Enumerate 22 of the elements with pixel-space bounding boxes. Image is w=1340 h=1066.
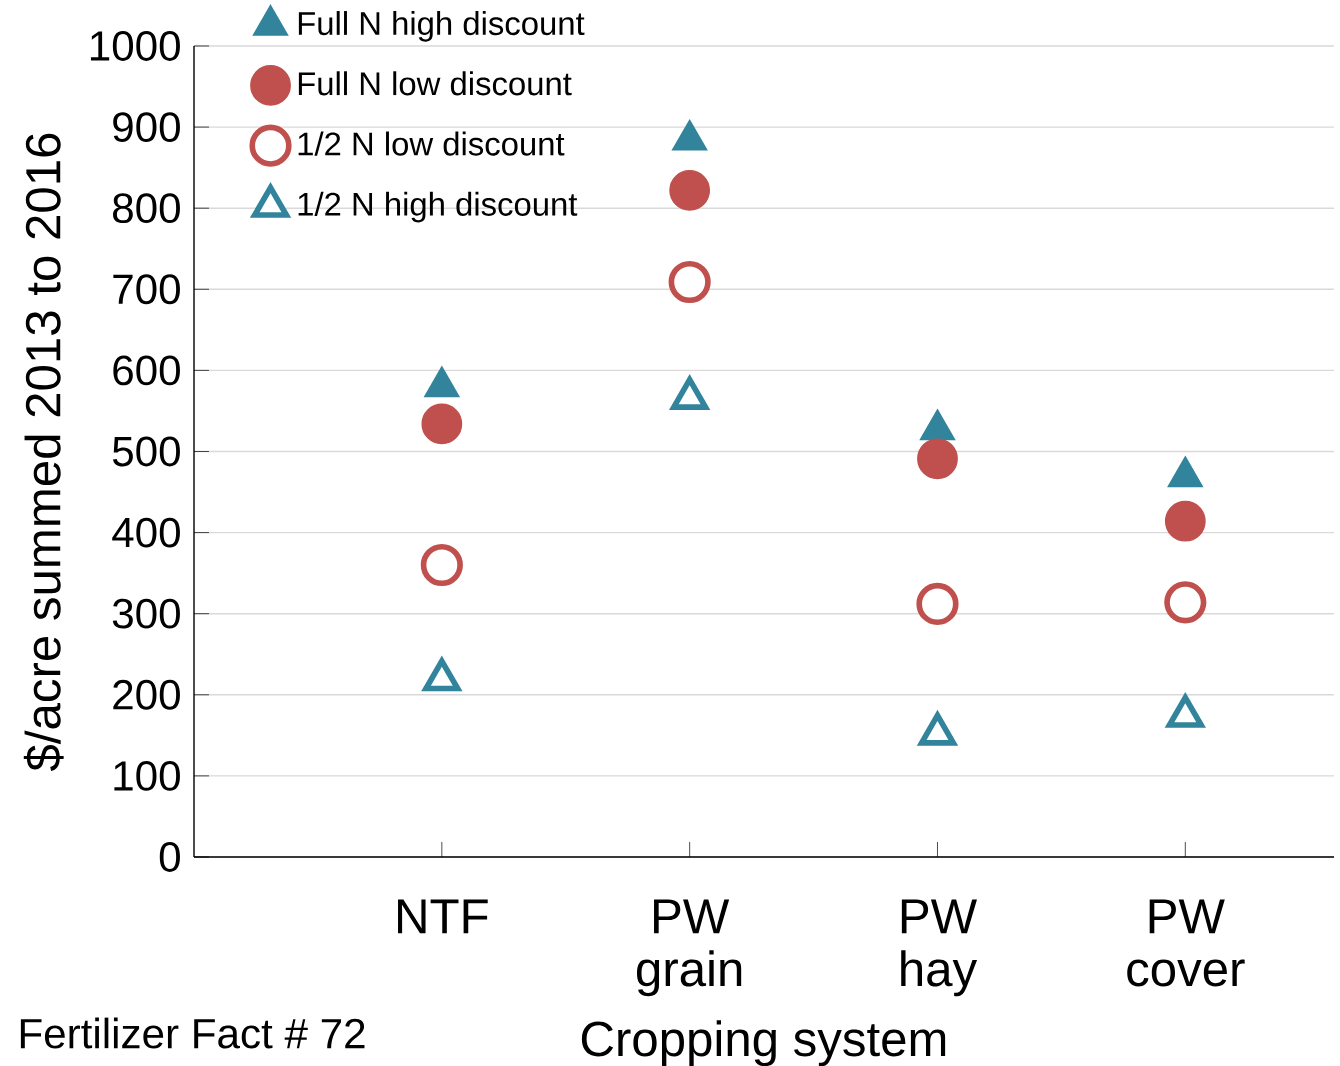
- x-tick-label: PW hay: [901, 899, 978, 997]
- y-tick-label: 400: [112, 517, 180, 548]
- y-tick-label: 700: [113, 274, 180, 305]
- x-axis-title: Cropping system: [581, 1020, 946, 1066]
- y-tick-label: 900: [113, 112, 180, 142]
- y-tick-label: 500: [112, 436, 180, 467]
- legend-label: 1/2 N high discount: [298, 191, 578, 223]
- y-tick-label: 300: [112, 598, 180, 629]
- y-axis-title: $/acre summed 2013 to 2016: [23, 133, 64, 771]
- x-tick-label: PW cover: [1127, 899, 1245, 987]
- y-tick-label: 100: [114, 760, 180, 791]
- legend-label: 1/2 N low discount: [298, 131, 565, 156]
- text: Fertilizer Fact # 72: [20, 1017, 365, 1049]
- legend-label: Full N low discount: [298, 71, 572, 96]
- y-tick-label: 1000: [90, 31, 180, 61]
- y-tick-label: 600: [113, 355, 180, 386]
- y-tick-label: 800: [113, 193, 180, 224]
- legend-label: Full N high discount: [298, 11, 585, 42]
- y-tick-label: 200: [113, 679, 180, 710]
- x-tick-label: NTF: [398, 899, 488, 934]
- x-tick-label: PW grain: [636, 899, 742, 997]
- y-tick-label: 0: [159, 842, 180, 872]
